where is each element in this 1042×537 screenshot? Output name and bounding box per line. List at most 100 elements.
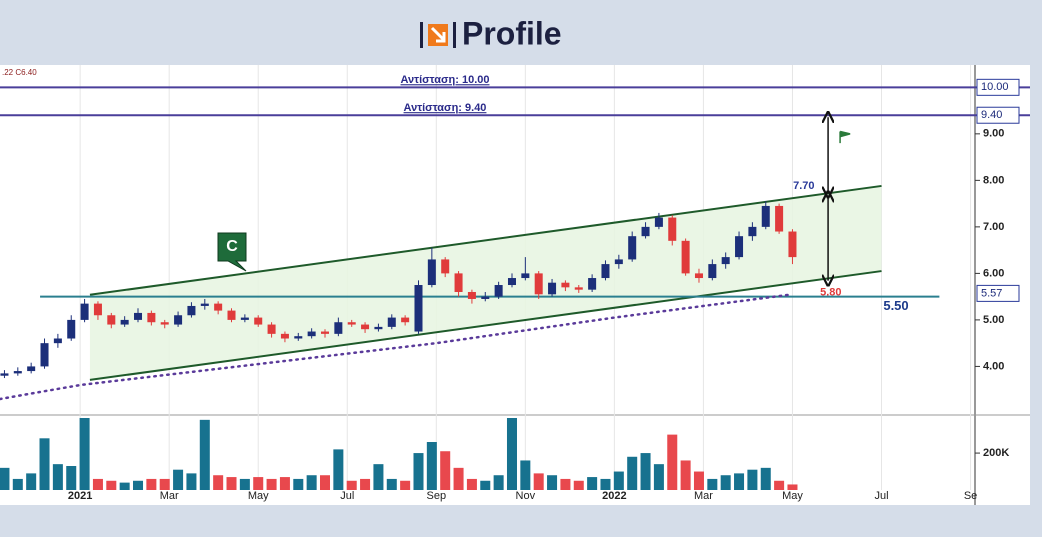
candle-body (561, 282, 570, 288)
candle-body (374, 326, 383, 330)
candle-body (107, 315, 116, 325)
x-tick-label: Sep (427, 490, 447, 502)
volume-bar (66, 466, 77, 490)
volume-bar (560, 478, 571, 490)
price-marker-box (976, 106, 1020, 124)
candle-body (641, 226, 650, 237)
volume-bar (774, 480, 785, 490)
volume-bar (440, 451, 451, 490)
volume-bar (146, 478, 157, 490)
x-tick-label: Mar (160, 490, 179, 502)
volume-bar (506, 418, 517, 490)
x-tick-label: Nov (516, 490, 536, 502)
x-tick-label: Mar (694, 490, 713, 502)
volume-bar (747, 469, 758, 490)
volume-bar (319, 475, 331, 490)
volume-bar (26, 473, 37, 490)
volume-bar (39, 438, 50, 490)
volume-bar (253, 477, 264, 490)
x-tick-label: Jul (340, 490, 354, 502)
x-tick-label: 2022 (602, 490, 626, 502)
candle-body (614, 259, 623, 265)
candle-body (361, 324, 370, 330)
y-tick-label: 9.00 (983, 128, 1004, 140)
candle-body (507, 278, 516, 286)
volume-bar (386, 478, 397, 490)
volume-bar (693, 471, 704, 490)
candle-body (347, 322, 356, 325)
volume-bar (133, 480, 144, 490)
candle-body (227, 310, 236, 320)
candle-body (735, 236, 744, 258)
candle-body (214, 303, 223, 311)
target-low-label: 5.80 (820, 287, 841, 299)
volume-bar (667, 434, 678, 490)
volume-bar (707, 478, 718, 490)
support-label: 5.50 (883, 298, 908, 313)
volume-bar (186, 473, 197, 490)
candle-body (160, 322, 169, 325)
candle-body (481, 296, 490, 299)
flag (839, 130, 851, 144)
x-tick-label: Jul (874, 490, 888, 502)
candle-body (387, 317, 396, 327)
candle-body (307, 331, 316, 337)
candle-body (240, 317, 249, 320)
volume-bar (734, 473, 745, 490)
candle-body (93, 303, 102, 316)
x-tick-label: Se (964, 490, 977, 502)
volume-bar (613, 471, 624, 490)
candle-body (40, 343, 49, 367)
candle-body (548, 282, 557, 295)
candle-body (254, 317, 263, 325)
candle-body (53, 338, 62, 344)
candle-body (13, 371, 22, 374)
price-marker-label: 5.57 (981, 287, 1002, 299)
volume-bar (333, 449, 344, 490)
candle-body (280, 333, 289, 339)
y-tick-label: 4.00 (983, 360, 1004, 372)
candle-body (427, 259, 436, 286)
volume-bar (587, 477, 598, 490)
candle-body (174, 315, 183, 325)
volume-bar (266, 478, 277, 490)
volume-bar (640, 453, 651, 490)
volume-bar (293, 478, 304, 490)
volume-bar (92, 478, 103, 490)
candle-body (574, 287, 583, 290)
candle-body (761, 205, 770, 227)
volume-bar (213, 475, 224, 490)
candle-body (187, 305, 196, 316)
volume-bar (547, 475, 558, 490)
volume-bar (600, 478, 611, 490)
volume-bar (360, 478, 371, 490)
volume-bar (400, 480, 411, 490)
candle-body (748, 226, 757, 237)
volume-bar (720, 475, 731, 490)
channel-line (89, 270, 882, 381)
candle-body (200, 303, 209, 306)
candle-body (27, 366, 36, 372)
price-marker-box (976, 78, 1020, 96)
candle-body (681, 240, 690, 274)
candle-body (588, 278, 597, 290)
volume-bar (52, 464, 63, 490)
volume-bar (426, 442, 437, 490)
volume-bar (680, 460, 691, 490)
target-high-label: 7.70 (793, 180, 814, 192)
header-title: Profile (462, 15, 562, 51)
info-text: .22 C6.40 (2, 68, 37, 77)
candle-body (401, 317, 410, 323)
volume-bar (199, 419, 210, 490)
candle-body (80, 303, 89, 320)
volume-bar (760, 467, 771, 490)
price-marker-box (976, 284, 1020, 302)
x-tick-label: 2021 (68, 490, 92, 502)
y-tick-label: 5.00 (983, 314, 1004, 326)
volume-bar (627, 456, 638, 490)
volume-bar (466, 478, 477, 490)
volume-bar (346, 480, 357, 490)
x-tick-label: May (782, 490, 803, 502)
volume-bar (119, 482, 130, 490)
